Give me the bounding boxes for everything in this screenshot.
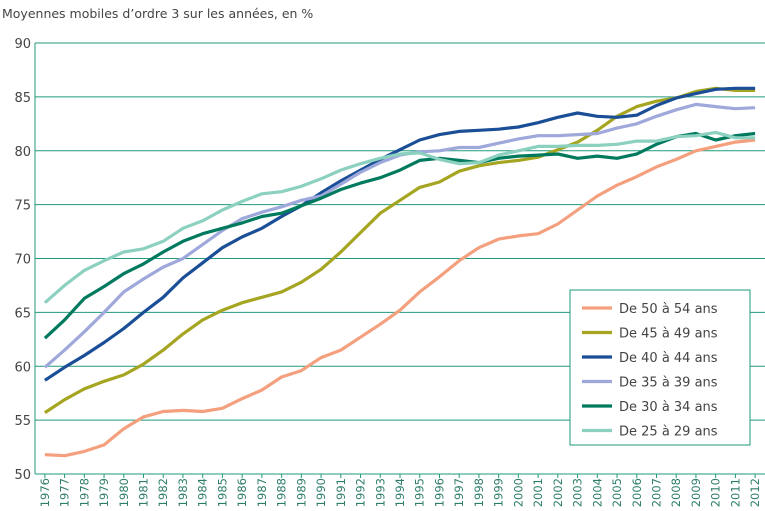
series-line xyxy=(44,86,756,382)
series-line xyxy=(43,131,756,340)
legend-box xyxy=(569,289,751,446)
legend-label: De 45 à 49 ans xyxy=(619,327,718,342)
legend-label: De 25 à 29 ans xyxy=(619,425,718,440)
y-tick-label: 70 xyxy=(14,253,31,268)
x-tick-label: 1989 xyxy=(294,478,308,507)
x-tick-label: 1993 xyxy=(373,478,387,507)
y-tick-label: 85 xyxy=(14,91,31,106)
x-tick-label: 2012 xyxy=(748,478,762,507)
x-tick-label: 1988 xyxy=(275,478,289,507)
series-line xyxy=(43,130,756,304)
x-tick-label: 1994 xyxy=(393,478,407,507)
y-tick-label: 65 xyxy=(14,306,31,321)
x-tick-label: 2006 xyxy=(630,478,644,507)
x-tick-label: 1981 xyxy=(137,478,151,507)
x-tick-label: 1985 xyxy=(215,478,229,507)
x-tick-label: 1987 xyxy=(255,478,269,507)
x-tick-label: 1979 xyxy=(97,478,111,507)
x-tick-label: 1992 xyxy=(354,478,368,507)
x-tick-label: 1986 xyxy=(235,478,249,507)
x-tick-label: 1983 xyxy=(176,478,190,507)
x-tick-label: 1984 xyxy=(196,478,210,507)
x-tick-label: 1998 xyxy=(472,478,486,507)
series-line xyxy=(44,86,756,414)
x-tick-label: 1978 xyxy=(77,478,91,507)
x-tick-label: 1995 xyxy=(413,478,427,507)
y-tick-label: 75 xyxy=(14,199,31,214)
x-tick-label: 2009 xyxy=(689,478,703,507)
x-tick-label: 2002 xyxy=(551,478,565,507)
x-tick-label: 1991 xyxy=(334,478,348,507)
series-line xyxy=(44,138,756,458)
legend-label: De 30 à 34 ans xyxy=(619,400,718,415)
y-tick-label: 80 xyxy=(14,145,31,160)
y-tick-label: 50 xyxy=(14,468,31,483)
x-tick-label: 1999 xyxy=(492,478,506,507)
legend-label: De 35 à 39 ans xyxy=(619,376,718,391)
x-tick-label: 2005 xyxy=(610,478,624,507)
x-tick-label: 1982 xyxy=(156,478,170,507)
x-tick-label: 1977 xyxy=(58,478,72,507)
legend-label: De 50 à 54 ans xyxy=(619,302,718,317)
x-tick-label: 1996 xyxy=(432,478,446,507)
legend-label: De 40 à 44 ans xyxy=(619,351,718,366)
x-tick-label: 2007 xyxy=(649,478,663,507)
x-tick-label: 1980 xyxy=(117,478,131,507)
chart-title: Moyennes mobiles d’ordre 3 sur les année… xyxy=(2,6,313,21)
x-tick-label: 2003 xyxy=(571,478,585,507)
y-tick-label: 60 xyxy=(14,360,31,375)
x-tick-label: 1976 xyxy=(38,478,52,507)
x-tick-label: 1997 xyxy=(452,478,466,507)
x-tick-label: 2001 xyxy=(531,478,545,507)
x-tick-label: 2008 xyxy=(669,478,683,507)
x-tick-label: 1990 xyxy=(314,478,328,507)
x-tick-label: 2010 xyxy=(709,478,723,507)
x-tick-label: 2004 xyxy=(590,478,604,507)
x-tick-label: 2011 xyxy=(728,478,742,507)
x-tick-label: 2000 xyxy=(511,478,525,507)
y-tick-label: 90 xyxy=(14,37,31,52)
y-tick-label: 55 xyxy=(14,414,31,429)
